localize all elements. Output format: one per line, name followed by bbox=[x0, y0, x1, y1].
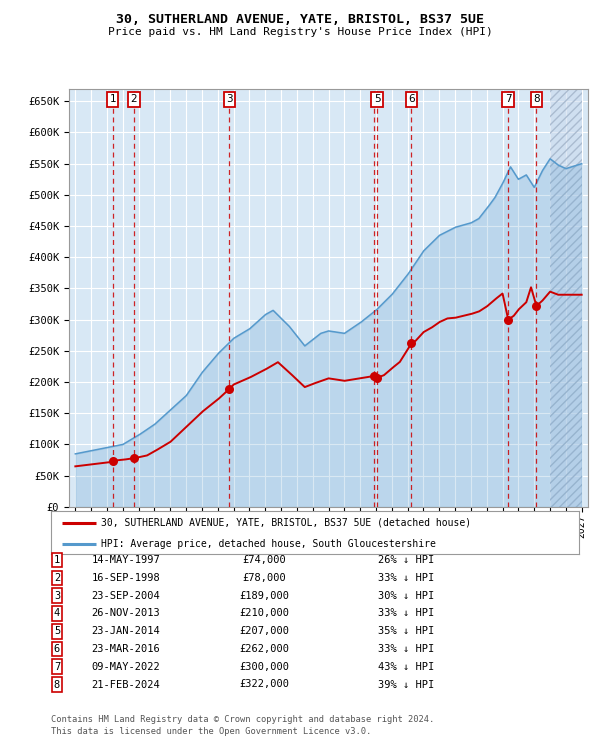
Text: 09-MAY-2022: 09-MAY-2022 bbox=[92, 662, 160, 672]
Text: 8: 8 bbox=[54, 679, 60, 690]
Text: 7: 7 bbox=[505, 95, 511, 104]
Text: 5: 5 bbox=[374, 95, 380, 104]
Text: 16-SEP-1998: 16-SEP-1998 bbox=[92, 573, 160, 583]
Text: 4: 4 bbox=[54, 608, 60, 619]
Text: £300,000: £300,000 bbox=[239, 662, 289, 672]
Text: £207,000: £207,000 bbox=[239, 626, 289, 636]
Text: £74,000: £74,000 bbox=[242, 555, 286, 565]
Text: 3: 3 bbox=[226, 95, 233, 104]
Text: 3: 3 bbox=[54, 591, 60, 601]
Text: 23-JAN-2014: 23-JAN-2014 bbox=[92, 626, 160, 636]
Text: 14-MAY-1997: 14-MAY-1997 bbox=[92, 555, 160, 565]
Text: 2: 2 bbox=[131, 95, 137, 104]
Text: 5: 5 bbox=[54, 626, 60, 636]
Text: 30, SUTHERLAND AVENUE, YATE, BRISTOL, BS37 5UE: 30, SUTHERLAND AVENUE, YATE, BRISTOL, BS… bbox=[116, 13, 484, 27]
Text: 43% ↓ HPI: 43% ↓ HPI bbox=[378, 662, 434, 672]
Text: 23-MAR-2016: 23-MAR-2016 bbox=[92, 644, 160, 654]
Text: 30% ↓ HPI: 30% ↓ HPI bbox=[378, 591, 434, 601]
Text: 8: 8 bbox=[533, 95, 539, 104]
Text: 6: 6 bbox=[54, 644, 60, 654]
Text: 1: 1 bbox=[54, 555, 60, 565]
Text: HPI: Average price, detached house, South Gloucestershire: HPI: Average price, detached house, Sout… bbox=[101, 539, 436, 549]
Text: 1: 1 bbox=[110, 95, 116, 104]
Text: 7: 7 bbox=[54, 662, 60, 672]
Text: 39% ↓ HPI: 39% ↓ HPI bbox=[378, 679, 434, 690]
Text: 26% ↓ HPI: 26% ↓ HPI bbox=[378, 555, 434, 565]
Text: 33% ↓ HPI: 33% ↓ HPI bbox=[378, 644, 434, 654]
Text: 23-SEP-2004: 23-SEP-2004 bbox=[92, 591, 160, 601]
Text: 33% ↓ HPI: 33% ↓ HPI bbox=[378, 573, 434, 583]
Text: Price paid vs. HM Land Registry's House Price Index (HPI): Price paid vs. HM Land Registry's House … bbox=[107, 27, 493, 37]
Text: 30, SUTHERLAND AVENUE, YATE, BRISTOL, BS37 5UE (detached house): 30, SUTHERLAND AVENUE, YATE, BRISTOL, BS… bbox=[101, 517, 471, 528]
Text: This data is licensed under the Open Government Licence v3.0.: This data is licensed under the Open Gov… bbox=[51, 727, 371, 736]
Text: Contains HM Land Registry data © Crown copyright and database right 2024.: Contains HM Land Registry data © Crown c… bbox=[51, 715, 434, 724]
Text: £189,000: £189,000 bbox=[239, 591, 289, 601]
Text: £262,000: £262,000 bbox=[239, 644, 289, 654]
Text: 2: 2 bbox=[54, 573, 60, 583]
Text: 21-FEB-2024: 21-FEB-2024 bbox=[92, 679, 160, 690]
Text: £322,000: £322,000 bbox=[239, 679, 289, 690]
Text: 6: 6 bbox=[408, 95, 415, 104]
Text: £210,000: £210,000 bbox=[239, 608, 289, 619]
Text: 33% ↓ HPI: 33% ↓ HPI bbox=[378, 608, 434, 619]
Text: 26-NOV-2013: 26-NOV-2013 bbox=[92, 608, 160, 619]
Text: 35% ↓ HPI: 35% ↓ HPI bbox=[378, 626, 434, 636]
Text: £78,000: £78,000 bbox=[242, 573, 286, 583]
